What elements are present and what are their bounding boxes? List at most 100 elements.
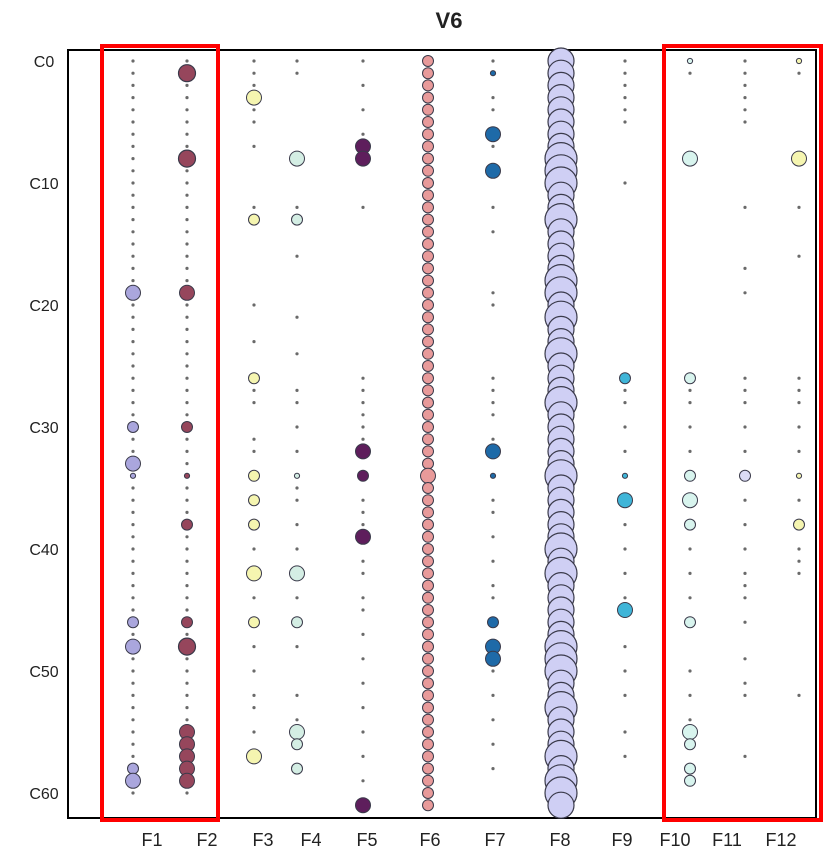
bubble-point (743, 547, 747, 551)
bubble-point (487, 616, 499, 629)
bubble-point (131, 510, 135, 514)
row-tick-label: C50 (29, 664, 58, 681)
bubble-point (420, 467, 436, 484)
bubble-point (291, 762, 303, 775)
bubble-point (361, 510, 365, 514)
bubble-point (295, 59, 299, 63)
bubble-point (422, 518, 434, 531)
bubble-point (179, 284, 195, 301)
bubble-point (623, 754, 627, 759)
bubble-point (684, 774, 696, 787)
bubble-point (422, 262, 434, 275)
bubble-point (252, 547, 256, 551)
series-f2 (177, 59, 197, 795)
bubble-point (185, 718, 189, 722)
bubble-point (491, 767, 495, 771)
bubble-point (131, 132, 135, 136)
bubble-point (248, 616, 260, 629)
row-tick-label: C60 (29, 786, 58, 803)
bubble-point (295, 498, 299, 502)
bubble-point (125, 455, 141, 472)
series-f5 (355, 59, 371, 814)
bubble-point (248, 494, 260, 507)
bubble-point (131, 71, 135, 75)
bubble-point (797, 449, 801, 453)
bubble-point (131, 279, 135, 283)
bubble-point (684, 372, 696, 385)
bubble-point (252, 437, 256, 441)
bubble-point (422, 640, 434, 653)
bubble-point (361, 132, 365, 136)
column-tick-label: F5 (356, 830, 377, 850)
bubble-point (295, 523, 299, 527)
series-f10 (682, 57, 698, 787)
bubble-point (246, 748, 262, 765)
bubble-point (185, 108, 189, 112)
bubble-point (185, 303, 189, 307)
bubble-point (291, 213, 303, 226)
bubble-point (131, 559, 135, 563)
bubble-point (623, 83, 627, 87)
bubble-point (185, 791, 189, 795)
bubble-point (131, 523, 135, 527)
bubble-point (295, 425, 299, 429)
row-tick-label: C40 (29, 542, 58, 559)
bubble-point (131, 596, 135, 600)
bubble-point (185, 681, 189, 685)
bubble-point (248, 213, 260, 226)
bubble-point (361, 657, 365, 661)
bubble-point (185, 510, 189, 514)
bubble-point (489, 472, 497, 479)
bubble-point (688, 449, 692, 453)
bubble-point (422, 67, 434, 80)
bubble-point (485, 162, 501, 179)
bubble-point (422, 506, 434, 519)
bubble-point (185, 462, 189, 466)
bubble-point (252, 706, 256, 710)
bubble-point (797, 547, 801, 551)
bubble-point (688, 425, 692, 429)
bubble-point (295, 718, 299, 722)
bubble-point (185, 352, 189, 356)
row-tick-label: C20 (29, 298, 58, 315)
bubble-point (688, 669, 692, 673)
bubble-point (682, 150, 698, 167)
bubble-point (491, 510, 495, 514)
bubble-point (185, 364, 189, 368)
bubble-point (131, 83, 135, 87)
bubble-point (422, 323, 434, 336)
bubble-point (291, 738, 303, 751)
row-tick-labels: C0 C10 C20 C30 C40 C50 C60 (29, 54, 58, 803)
bubble-point (177, 637, 197, 656)
bubble-point (361, 571, 365, 576)
bubble-point (623, 401, 627, 405)
bubble-point (127, 421, 139, 433)
bubble-point (797, 254, 801, 258)
bubble-point (491, 96, 495, 100)
bubble-point (491, 742, 495, 746)
bubble-point (131, 669, 135, 673)
bubble-point (185, 254, 189, 258)
bubble-point (422, 164, 434, 177)
bubble-point (422, 116, 434, 128)
bubble-point (682, 724, 698, 740)
bubble-point (422, 225, 434, 238)
bubble-point (422, 738, 434, 751)
bubble-point (252, 693, 256, 698)
bubble-point (185, 608, 189, 612)
bubble-point (295, 205, 299, 209)
bubble-point (131, 632, 135, 637)
highlight-boxes (100, 44, 823, 822)
column-tick-label: F2 (196, 830, 217, 850)
bubble-point (682, 492, 698, 509)
bubble-point (422, 616, 434, 629)
bubble-point (491, 437, 495, 441)
bubble-point (361, 388, 365, 392)
bubble-point (131, 571, 135, 576)
bubble-point (185, 706, 189, 710)
bubble-point (355, 797, 371, 814)
bubble-point (185, 584, 189, 588)
bubble-point (491, 108, 495, 112)
bubble-point (131, 584, 135, 588)
